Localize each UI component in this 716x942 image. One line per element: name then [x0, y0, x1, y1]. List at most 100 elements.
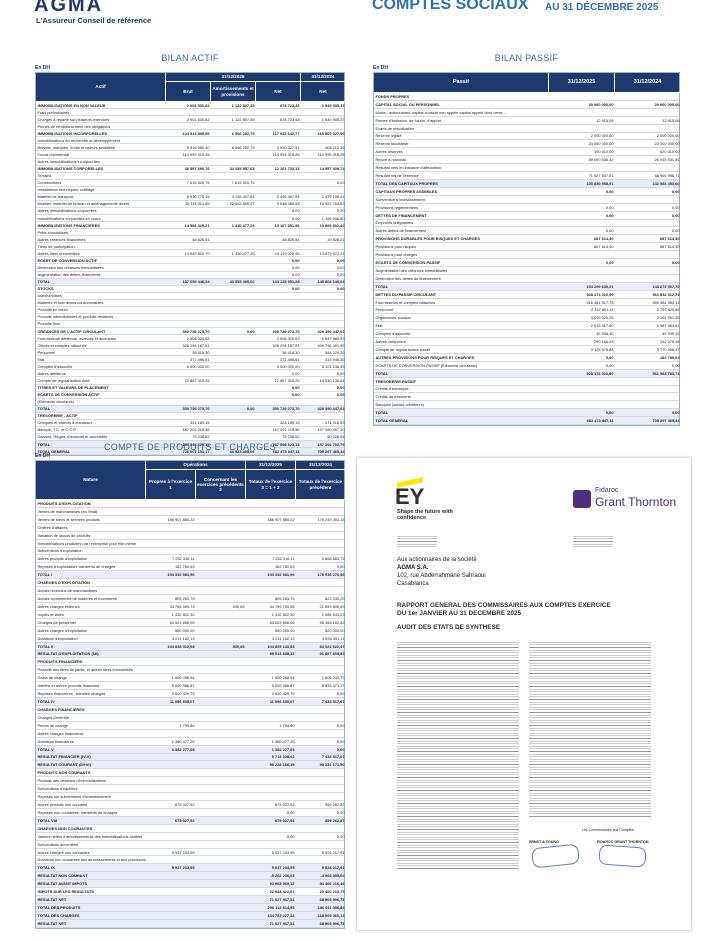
label-cell: Subventions d'exploitation	[37, 548, 83, 554]
label-cell: PRODUITS NON COURANTS	[37, 770, 91, 776]
amount-cell: 12 915,08	[662, 117, 680, 123]
label-cell: TOTAL	[375, 370, 389, 376]
table-row: TOTAL GENERAL 726 007 153,17 43 523 495,06…	[36, 448, 345, 456]
amount-cell: 0,00	[671, 188, 680, 194]
amount-cell: 805 112,36	[325, 144, 345, 150]
label-cell: Etat	[37, 356, 45, 362]
label-cell: Immobilisations produites par l'entrepri…	[37, 540, 137, 546]
amount-cell: 0,00	[336, 208, 345, 214]
table-row: RESULTAT NON COURANT -5 262 206,03 -4 964 …	[36, 872, 345, 881]
amount-cell: 45 538,32	[596, 331, 614, 337]
table-row: Reprises non courantes; transferts de ch…	[36, 809, 345, 817]
amount-cell: 6 500 000,00	[186, 363, 210, 369]
label-cell: Produits des titres de partic. et autres…	[37, 667, 133, 673]
amount-cell: 0,00	[336, 738, 345, 744]
label-cell: Reprises non courantes; transferts de ch…	[37, 809, 118, 815]
label-cell: RESULTAT NON COURANT	[37, 873, 88, 879]
amount-cell: 3 125 578,88	[590, 346, 614, 352]
amount-cell: 0,00	[336, 272, 345, 278]
label-cell: CAPITAL SOCIAL OU PERSONNEL	[375, 101, 440, 107]
table-row: Produits des cessions d'immobilisations	[36, 777, 344, 786]
label-cell: TOTAL	[37, 441, 51, 447]
amount-cell: 1 605 042,72	[321, 675, 345, 681]
amount-cell: 71 027 537,51	[269, 897, 295, 903]
label-cell: Personnel	[375, 307, 394, 313]
label-cell: Autres produits non courants	[37, 801, 88, 807]
amount-cell: 12 915,08	[596, 117, 614, 123]
amount-cell: 2 000 000,00	[590, 133, 614, 139]
table-row: Réserve facultative 23 000 000,00 23 000 0…	[374, 140, 680, 149]
label-cell: IMPOTS SUR LES RESULTATS	[37, 889, 94, 895]
label-cell: Autres créances financières	[37, 236, 86, 242]
amount-cell: 682 473 847,11	[586, 418, 614, 424]
amount-cell: 154 299 649,21	[586, 283, 614, 289]
table-row: Marchandises	[36, 293, 344, 300]
table-header: Actif 31/12/2025 31/12/2024 Brut Amortis…	[36, 73, 346, 102]
address	[397, 536, 437, 548]
amount-cell: 48 826,51	[192, 236, 210, 242]
table-row: PRODUITS D'EXPLOITATION	[36, 500, 344, 508]
amount-cell: 2 508 329,63	[276, 335, 300, 341]
table-row: Immobilisations en recherche et développ…	[36, 137, 344, 145]
amount-cell: 73 238,62	[192, 434, 210, 440]
page-subtitle: AU 31 DÉCEMBRE 2025	[545, 2, 659, 13]
label-cell: Autres dettes de financement	[375, 228, 427, 234]
amount-cell: 9 648 365,58	[276, 201, 300, 207]
table-row: Fonds commercial 114 995 315,26 114 995 31…	[36, 151, 345, 159]
table-row: Produits intermédiaires et produits rési…	[36, 314, 344, 321]
label-cell: ECART DE CONVERSION ACTIF	[37, 257, 98, 263]
label-cell: Ventes de marchandises (en l'état)	[37, 508, 98, 514]
amount-cell: 26 045 531,81	[654, 157, 680, 163]
amount-cell: 561 832 512,74	[652, 291, 680, 297]
amount-cell: 0,00	[291, 264, 300, 270]
amount-cell: 5 069 986,87	[171, 683, 195, 689]
amount-cell: 12 867 315,25	[274, 377, 300, 383]
header-text: Propres à l'exercice	[148, 479, 193, 485]
table-row: TOTAL 187 659 446,34 43 555 495,06 144 135 …	[36, 278, 345, 286]
table-row: Chiffres d'affaires	[36, 524, 344, 532]
amount-cell: 2 347 851,11	[591, 307, 614, 313]
amount-cell: 675 027,92	[175, 817, 195, 823]
header-cell: 31/12/2024	[296, 461, 346, 470]
table-row: Emprunts obligataires	[374, 220, 679, 228]
label-cell: Pertes de change	[37, 722, 69, 728]
amount-cell: 2 495 367,54	[276, 194, 300, 200]
label-cell: TOTAL	[375, 283, 389, 289]
amount-cell: 12 867 315,25	[184, 377, 210, 383]
amount-cell: 0,00	[336, 564, 345, 570]
table-row: DETTES DE FINANCEMENT 0,00 0,00	[374, 212, 680, 220]
amount-cell: 114 995 315,26	[317, 151, 345, 157]
amount-cell: 11 096 605,07	[269, 699, 295, 704]
amount-cell: 59 690 536,32	[588, 157, 614, 163]
label-cell: Primes de remboursement des obligations	[37, 123, 111, 129]
amount-cell: 55 455 192,82	[319, 619, 345, 625]
amount-cell: 71 027 537,51	[588, 173, 614, 179]
table-row: RESULTAT NET 71 027 537,51 68 905 996,71	[36, 919, 345, 928]
amount-cell: 3 620 429,79	[171, 691, 195, 697]
amount-cell: 187 201 215,36	[272, 427, 300, 433]
table-row: CAPITAL SOCIAL OU PERSONNEL 20 000 000,00…	[374, 101, 680, 109]
amount-cell: 0,00	[291, 215, 300, 221]
table-row: TOTAL IV 11 096 605,07 11 096 605,07 7 433 …	[36, 698, 345, 706]
amount-cell: 528 174 010,90	[586, 291, 614, 297]
amount-cell: 115 805 027,50	[317, 130, 345, 136]
label-cell: Prêts immobilisés	[37, 229, 68, 235]
amount-cell: 23 000 000,00	[588, 141, 614, 147]
table-row: Dotations d'exploitation 4 211 162,13 4 21…	[36, 635, 345, 643]
addressee-line: Aux actionnaires de la société	[397, 557, 477, 563]
label-cell: RESULTAT FINANCIER (IV-V)	[37, 754, 91, 760]
table-body: IMMOBILISATIONS EN NON VALEUR 2 001 530,8…	[36, 102, 345, 456]
header-cell: 31/12/2025	[166, 73, 301, 82]
amount-cell: 878 723,43	[280, 116, 300, 122]
table-row: Provisions réglementées 0,00 0,00	[374, 204, 680, 212]
label-cell: Compte de régularisation passif	[375, 346, 431, 352]
table-row: CHARGES FINANCIERES	[36, 706, 344, 714]
label-cell: Produits intermédiaires et produits rési…	[37, 314, 114, 320]
label-cell: Organismes sociaux	[375, 315, 411, 321]
label-cell: Reprises d'exploitation: transferts de c…	[37, 564, 116, 570]
label-cell: AUTRES PROVISIONS POUR RISQUES ET CHARGE…	[375, 354, 475, 360]
amount-cell: 559 262,87	[325, 801, 345, 807]
label-cell: Caisses, Régies d'avances et accréditifs	[37, 434, 108, 440]
amount-cell: 324 169,15	[190, 420, 210, 426]
amount-cell: 84 024 622,47	[319, 643, 345, 649]
